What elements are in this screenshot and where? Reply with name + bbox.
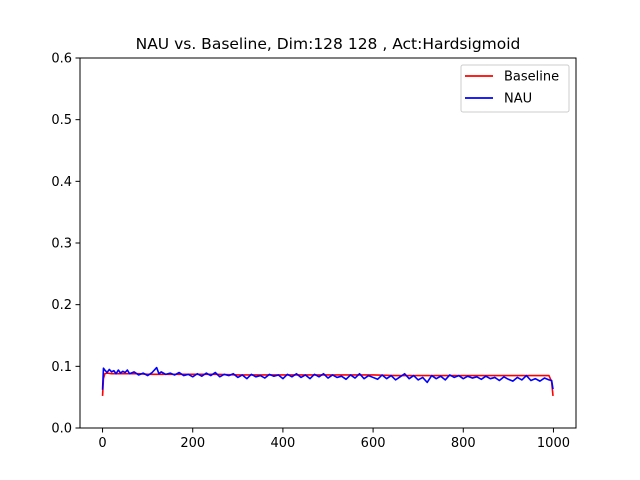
x-tick-label: 0 <box>98 436 106 451</box>
y-tick-label: 0.6 <box>51 52 72 67</box>
x-tick-label: 800 <box>451 436 476 451</box>
y-tick-label: 0.2 <box>51 298 72 313</box>
y-tick-label: 0.1 <box>51 360 72 375</box>
x-axis: 0 200 400 600 800 1000 <box>98 428 570 451</box>
x-tick-label: 600 <box>361 436 386 451</box>
legend: Baseline NAU <box>460 64 570 113</box>
y-tick-label: 0.3 <box>51 237 72 252</box>
series-line-baseline <box>101 372 554 397</box>
y-axis: 0.0 0.1 0.2 0.3 0.4 0.5 0.6 <box>51 52 80 437</box>
chart-title: NAU vs. Baseline, Dim:128 128 , Act:Hard… <box>136 35 521 53</box>
y-tick-label: 0.4 <box>51 175 72 190</box>
y-tick-label: 0.0 <box>51 422 72 437</box>
x-tick-label: 1000 <box>537 436 570 451</box>
x-tick-label: 200 <box>180 436 205 451</box>
x-tick-label: 400 <box>270 436 295 451</box>
series-layer <box>101 366 554 397</box>
legend-label-nau: NAU <box>504 92 532 107</box>
y-tick-label: 0.5 <box>51 113 72 128</box>
legend-label-baseline: Baseline <box>504 70 559 85</box>
series-line-nau <box>101 366 554 390</box>
